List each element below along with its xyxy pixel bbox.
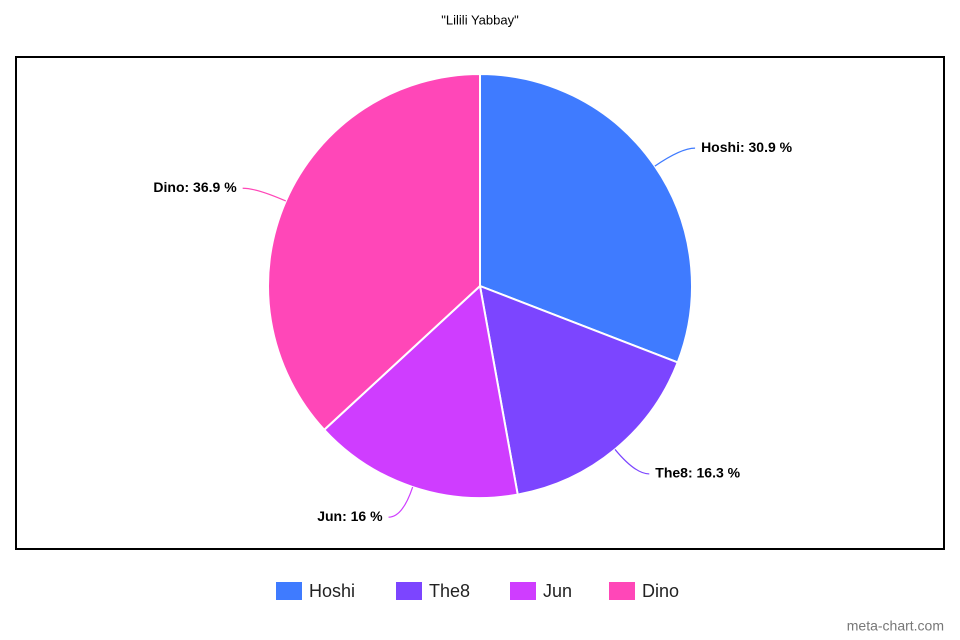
chart-title: "Lilili Yabbay" bbox=[441, 12, 519, 27]
legend-swatch bbox=[510, 582, 536, 600]
legend-label: The8 bbox=[429, 581, 470, 601]
legend-swatch bbox=[276, 582, 302, 600]
legend-swatch bbox=[609, 582, 635, 600]
data-label: The8: 16.3 % bbox=[655, 465, 740, 481]
legend-label: Hoshi bbox=[309, 581, 355, 601]
leader-line bbox=[388, 486, 414, 518]
data-label: Dino: 36.9 % bbox=[153, 179, 237, 195]
data-label: Jun: 16 % bbox=[317, 508, 383, 524]
leader-line bbox=[614, 449, 650, 475]
legend-label: Dino bbox=[642, 581, 679, 601]
watermark: meta-chart.com bbox=[847, 618, 944, 634]
legend-swatch bbox=[396, 582, 422, 600]
legend-label: Jun bbox=[543, 581, 572, 601]
leader-line bbox=[242, 187, 287, 202]
data-label: Hoshi: 30.9 % bbox=[701, 139, 793, 155]
pie-slice bbox=[267, 72, 481, 432]
leader-line bbox=[654, 147, 696, 167]
